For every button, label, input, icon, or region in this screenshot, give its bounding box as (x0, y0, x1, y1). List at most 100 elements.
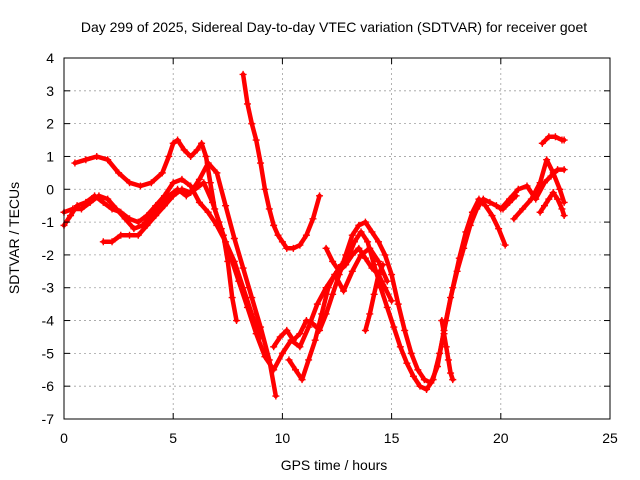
data-point (228, 294, 236, 302)
data-point (560, 212, 568, 220)
data-point (193, 146, 201, 154)
data-point (383, 303, 391, 311)
data-point (126, 231, 134, 239)
data-point (302, 317, 310, 325)
data-point (401, 326, 409, 334)
data-point (252, 330, 260, 338)
y-tick-label: 3 (46, 83, 54, 99)
chart-title: Day 299 of 2025, Sidereal Day-to-day VTE… (81, 19, 587, 35)
y-tick-label: -3 (42, 280, 55, 296)
data-point (278, 238, 286, 246)
data-point (213, 169, 221, 177)
data-point (139, 221, 147, 229)
y-tick-label: -7 (42, 411, 55, 427)
data-point (204, 159, 212, 167)
data-point (558, 205, 566, 213)
data-point (283, 326, 291, 334)
data-point (361, 218, 369, 226)
x-tick-label: 5 (169, 430, 177, 446)
data-point (554, 166, 562, 174)
data-point (248, 120, 256, 128)
data-point (99, 198, 107, 206)
data-point (390, 323, 398, 331)
data-point (519, 205, 527, 213)
series-arc-5 (239, 70, 324, 252)
data-point (374, 271, 382, 279)
x-tick-label: 20 (493, 430, 509, 446)
data-point (381, 251, 389, 259)
data-point (278, 349, 286, 357)
data-point (276, 333, 284, 341)
data-point (239, 264, 247, 272)
data-point (551, 133, 559, 141)
data-point (364, 238, 372, 246)
data-point (357, 228, 365, 236)
data-point (257, 323, 265, 331)
data-point (462, 228, 470, 236)
data-point (270, 343, 278, 351)
data-point (545, 195, 553, 203)
data-point (169, 139, 177, 147)
series-line (240, 72, 322, 251)
data-point (329, 257, 337, 265)
data-point (292, 366, 300, 374)
data-point (147, 179, 155, 187)
series-arc-10 (438, 317, 457, 384)
data-point (243, 303, 251, 311)
data-point (368, 228, 376, 236)
data-point (340, 287, 348, 295)
data-point (495, 225, 503, 233)
data-point (217, 225, 225, 233)
data-point (449, 376, 457, 384)
series-arc-13 (536, 189, 568, 220)
data-point (560, 198, 568, 206)
data-point (261, 185, 269, 193)
data-point (121, 215, 129, 223)
data-point (158, 169, 166, 177)
series-line (101, 160, 279, 399)
data-point (252, 136, 260, 144)
series-arc-9 (361, 261, 387, 334)
data-point (248, 294, 256, 302)
data-point (366, 310, 374, 318)
grid (64, 58, 610, 419)
series-arc-11 (497, 166, 568, 213)
data-point (115, 169, 123, 177)
data-point (403, 359, 411, 367)
data-point (482, 202, 490, 210)
data-point (289, 244, 297, 252)
data-point (348, 267, 356, 275)
data-point (331, 271, 339, 279)
data-point (99, 238, 107, 246)
data-point (204, 208, 212, 216)
plot-frame (63, 57, 611, 420)
data-point (230, 235, 238, 242)
x-axis-label: GPS time / hours (281, 457, 388, 473)
data-point (243, 100, 251, 108)
data-point (296, 330, 304, 338)
data-point (67, 212, 75, 220)
data-point (311, 336, 319, 344)
data-point (449, 284, 457, 292)
data-point (560, 136, 568, 144)
data-point (82, 156, 90, 164)
data-point (174, 136, 182, 144)
data-point (335, 267, 343, 275)
data-point (71, 159, 79, 167)
data-point (423, 385, 431, 393)
x-tick-label: 25 (602, 430, 618, 446)
data-point (394, 300, 402, 308)
data-point (209, 198, 217, 206)
data-point (440, 330, 448, 338)
data-point (134, 218, 142, 226)
data-point (182, 192, 190, 200)
data-point (313, 300, 321, 308)
data-point (309, 320, 317, 328)
data-point (233, 317, 241, 325)
y-tick-label: 2 (46, 116, 54, 132)
data-point (374, 238, 382, 246)
data-point (560, 166, 568, 174)
data-point (455, 254, 463, 262)
data-point (206, 179, 214, 187)
